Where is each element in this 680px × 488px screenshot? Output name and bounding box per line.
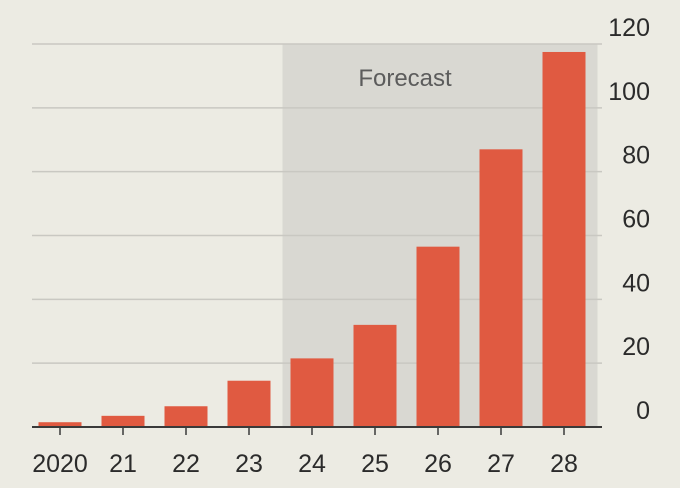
- x-tick-label: 21: [109, 450, 137, 478]
- y-tick-label: 100: [608, 78, 650, 106]
- bar-27: [479, 149, 523, 427]
- x-tick-label: 24: [298, 450, 326, 478]
- x-tick-label: 28: [550, 450, 578, 478]
- bar-24: [290, 358, 334, 427]
- x-tick-label: 26: [424, 450, 452, 478]
- y-axis-tick-labels: 0 20 40 60 80 100 120: [608, 14, 650, 425]
- x-axis-ticks: [59, 427, 565, 435]
- bar-21: [101, 415, 145, 427]
- x-tick-label: 23: [235, 450, 263, 478]
- bars: [38, 51, 586, 428]
- y-tick-label: 60: [622, 206, 650, 234]
- y-tick-label: 0: [636, 397, 650, 425]
- forecast-label: Forecast: [358, 65, 452, 92]
- bar-26: [416, 246, 460, 427]
- x-tick-label: 27: [487, 450, 515, 478]
- y-tick-label: 80: [622, 142, 650, 170]
- x-axis-tick-labels: 2020 21 22 23 24 25 26 27 28: [32, 450, 578, 478]
- gridlines: [32, 43, 602, 364]
- y-tick-label: 120: [608, 14, 650, 42]
- bar-2020: [38, 422, 82, 427]
- bar-28: [542, 51, 586, 428]
- bar-25: [353, 324, 397, 427]
- bar-23: [227, 380, 271, 427]
- y-tick-label: 40: [622, 269, 650, 297]
- bar-22: [164, 406, 208, 427]
- y-tick-label: 20: [622, 333, 650, 361]
- x-tick-label: 22: [172, 450, 200, 478]
- x-tick-label: 25: [361, 450, 389, 478]
- x-tick-label: 2020: [32, 450, 88, 478]
